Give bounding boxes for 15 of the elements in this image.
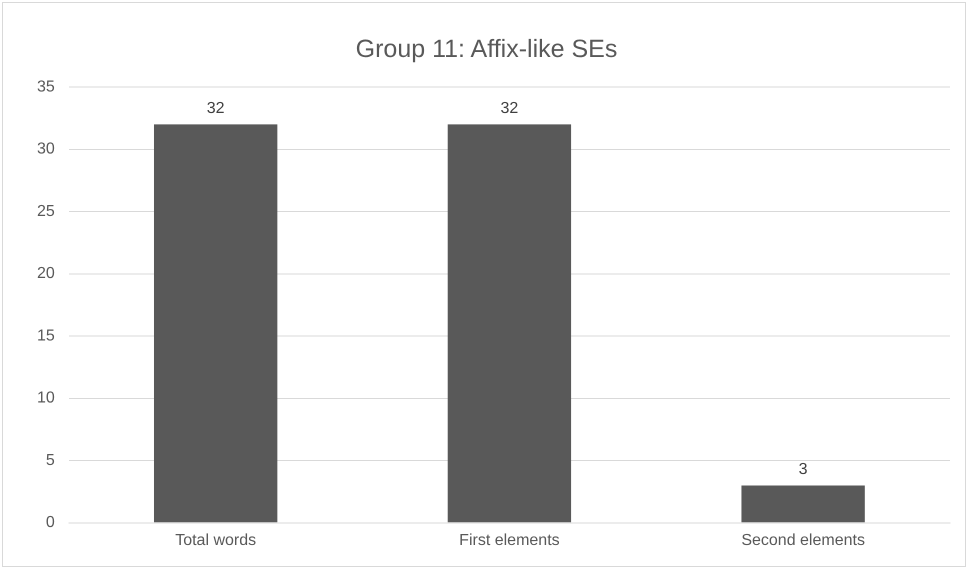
x-tick-label: Total words [175,532,256,549]
y-tick-label: 25 [37,202,55,220]
y-tick-label: 35 [37,78,55,96]
x-tick-label: First elements [459,532,560,549]
data-label: 3 [798,460,808,478]
y-tick-label: 10 [37,390,55,407]
chart-title: Group 11: Affix-like SEs [356,34,618,63]
x-tick-label: Second elements [741,532,865,549]
data-label: 32 [206,100,225,117]
y-tick-label: 30 [37,140,55,158]
y-tick-label: 5 [46,452,55,469]
y-tick-label: 15 [37,327,55,344]
y-tick-label: 0 [46,514,55,532]
data-label: 32 [500,100,518,117]
y-tick-label: 20 [37,265,55,282]
